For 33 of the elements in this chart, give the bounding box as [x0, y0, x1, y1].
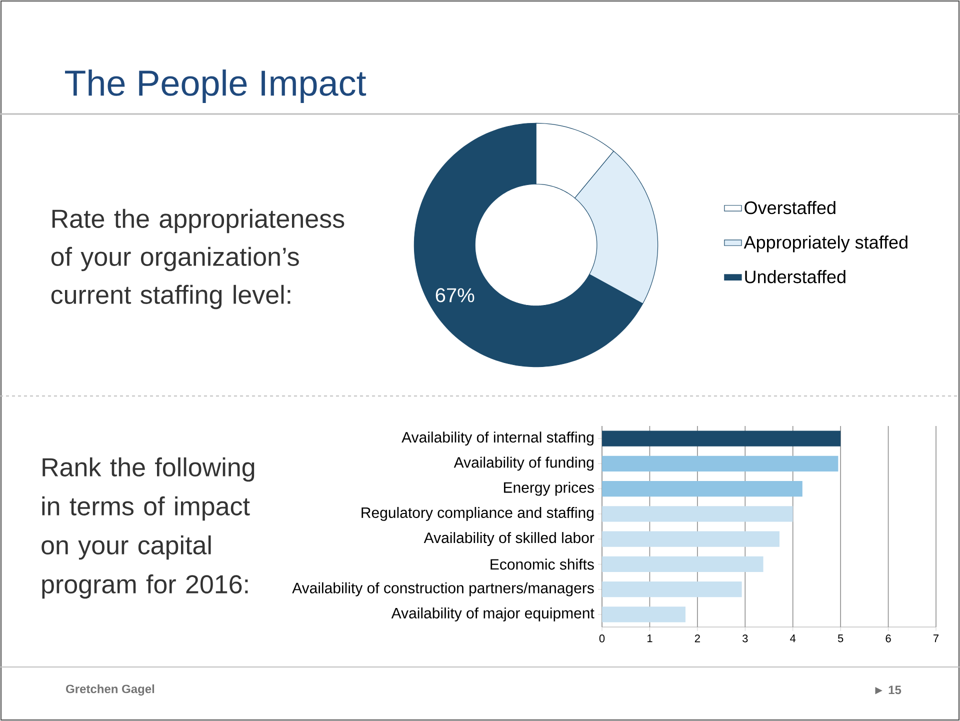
bar	[602, 456, 838, 472]
y-tick-label: Availability of skilled labor	[424, 532, 594, 546]
x-tick-label: 4	[790, 634, 796, 642]
y-tick-label: Economic shifts	[490, 558, 594, 570]
bar	[602, 430, 841, 446]
legend-label: Appropriately staffed	[744, 235, 908, 252]
x-tick-label: 5	[838, 634, 844, 642]
y-tick-label: Availability of major equipment	[391, 607, 594, 622]
y-tick-label: Availability of internal staffing	[402, 432, 594, 446]
legend-label: Understaffed	[745, 270, 846, 284]
x-tick-label: 2	[694, 634, 700, 642]
legend-label: Overstaffed	[744, 200, 836, 214]
bar	[602, 506, 793, 522]
y-tick-label: Availability of funding	[454, 456, 594, 471]
bar	[602, 531, 780, 547]
bar	[602, 606, 686, 622]
bar	[602, 481, 802, 497]
x-tick-label: 7	[934, 634, 939, 642]
text: Gretchen Gagel	[66, 684, 154, 696]
text: Rank the following in terms of impact on your capital program for 2016:	[42, 457, 254, 599]
x-tick-label: 1	[647, 634, 652, 642]
x-tick-label: 3	[742, 634, 748, 642]
chart-title: The People Impact	[65, 69, 366, 104]
y-tick-label: Regulatory compliance and staffing	[362, 506, 594, 521]
y-tick-label: Energy prices	[504, 482, 594, 496]
text: Rate the appropriateness of your organization’s current staffing level:	[51, 208, 344, 310]
text: ► 15	[875, 686, 902, 694]
bar	[602, 556, 764, 572]
y-tick-label: Availability of construction partners/managers	[292, 582, 594, 596]
data-label: 67%	[436, 288, 474, 302]
bar	[602, 582, 742, 598]
x-tick-label: 6	[886, 634, 891, 642]
x-tick-label: 0	[599, 634, 605, 642]
